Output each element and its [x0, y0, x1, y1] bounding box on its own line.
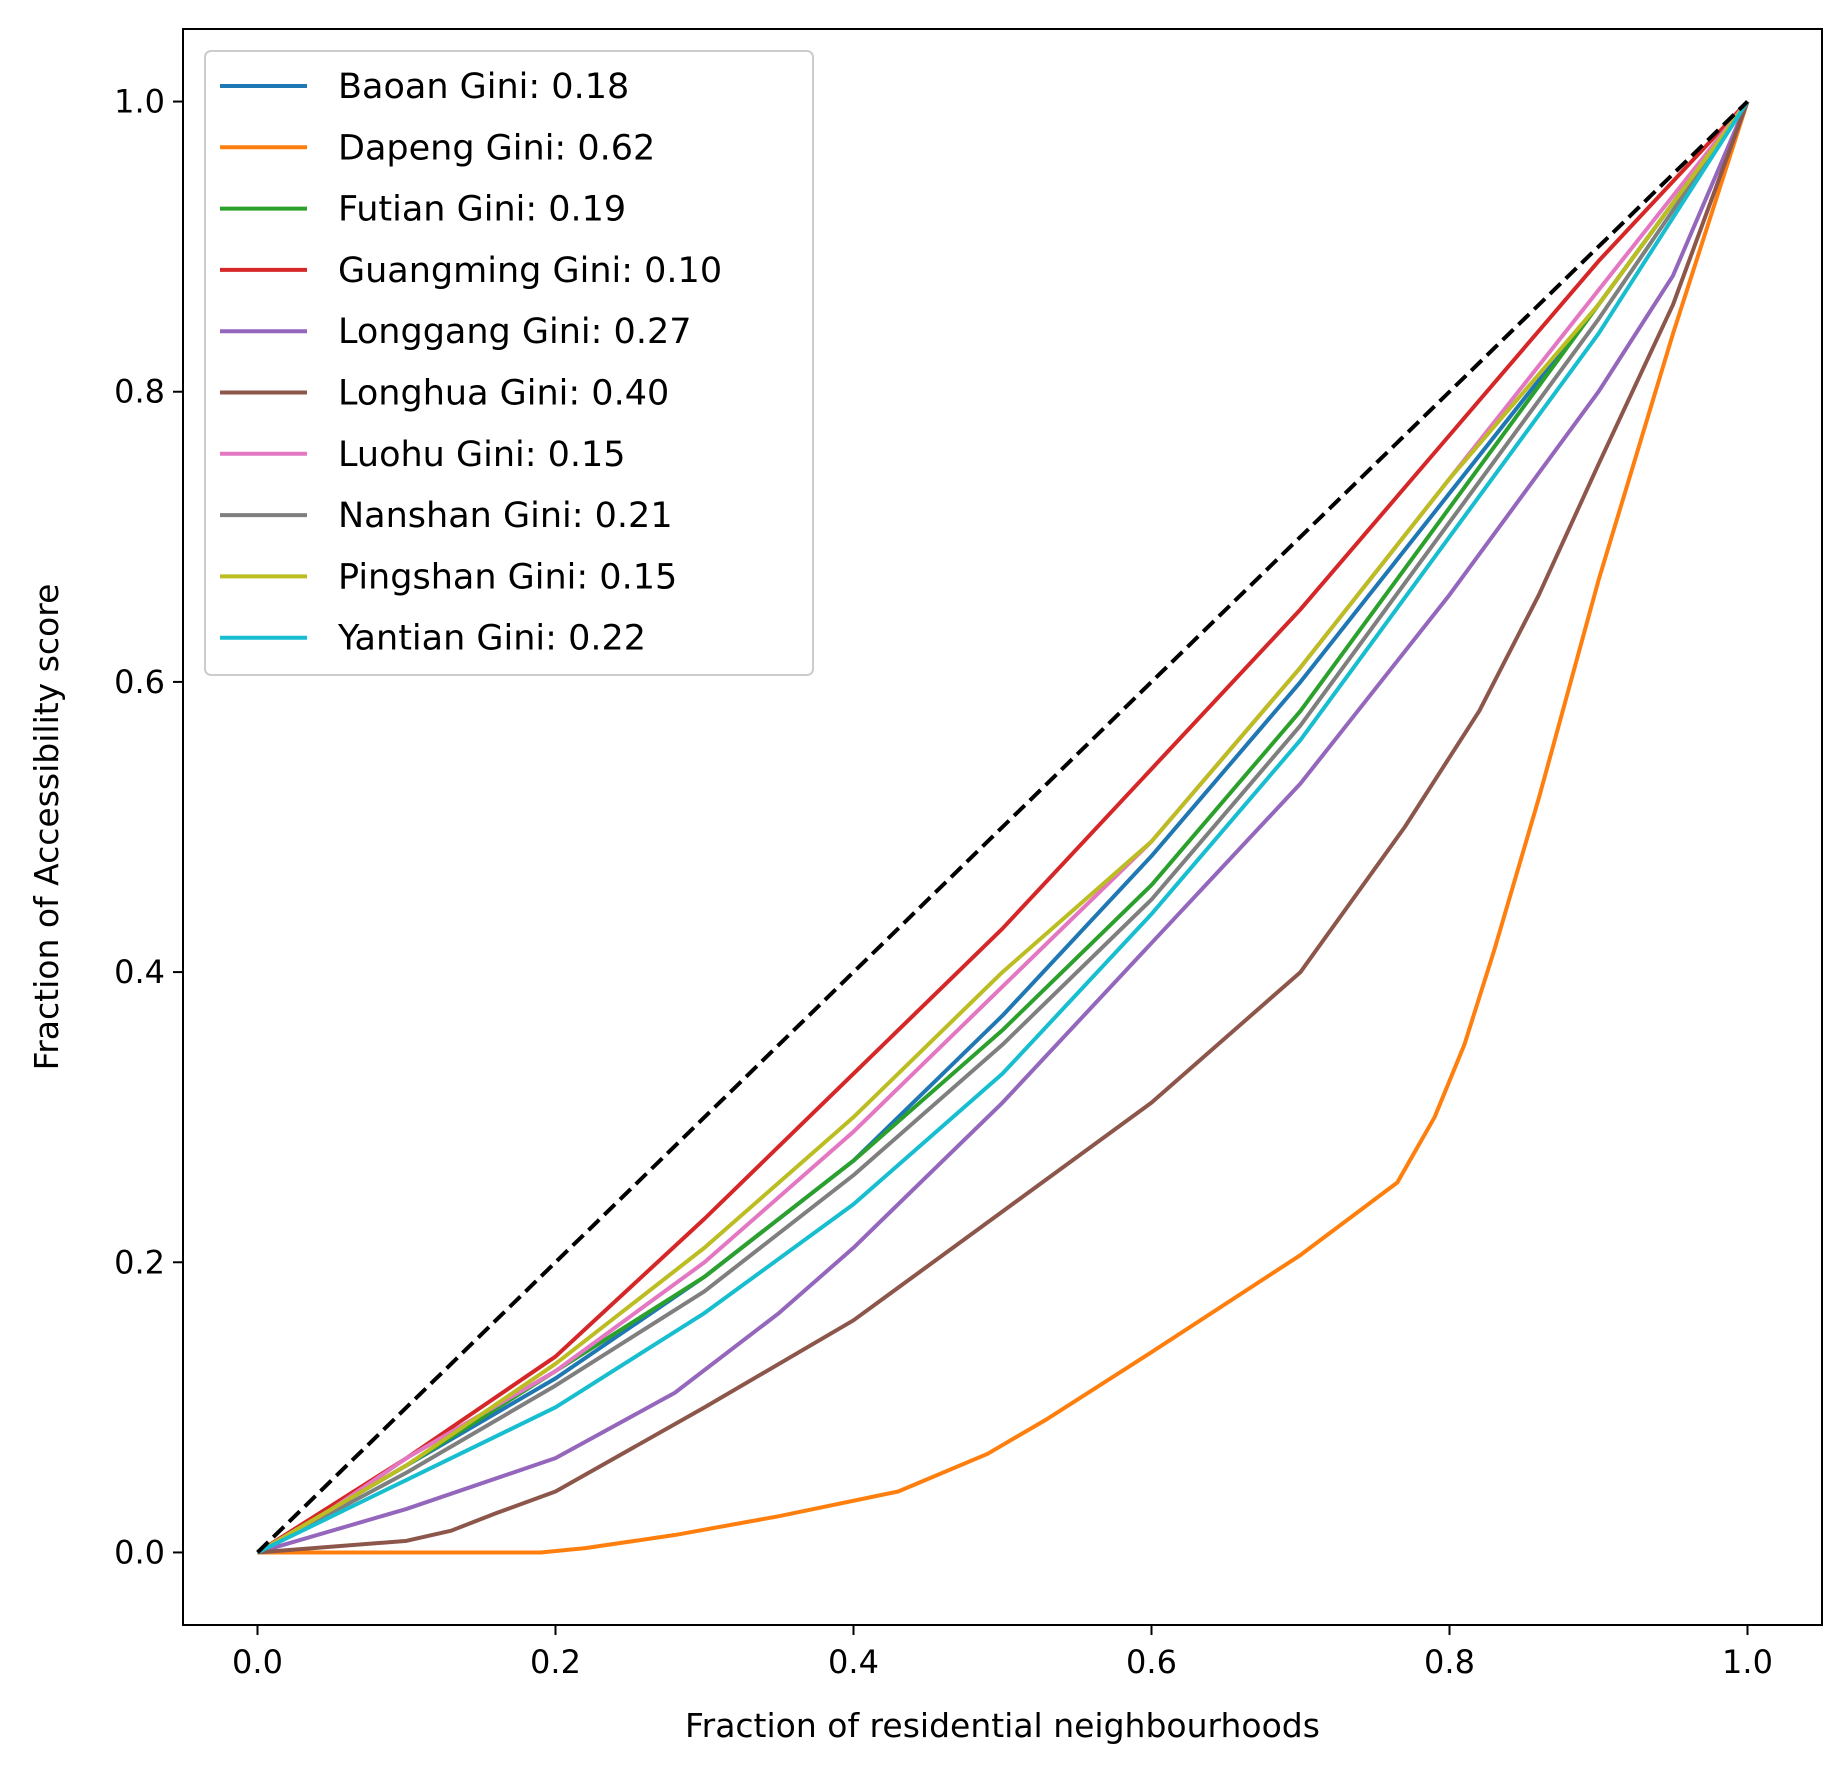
legend-entry-label: Pingshan Gini: 0.15: [338, 557, 677, 597]
axes-frame: [182, 28, 1823, 1626]
legend-box: [204, 50, 814, 676]
y-tick-label: 0.6: [114, 663, 165, 701]
y-tick-label: 0.8: [114, 373, 165, 411]
equality-line: [256, 100, 1749, 1554]
legend-entry-label: Longhua Gini: 0.40: [338, 374, 669, 414]
legend-entry-label: Longgang Gini: 0.27: [338, 312, 692, 352]
legend-entry-label: Luohu Gini: 0.15: [338, 435, 626, 475]
series-line-pingshan: [256, 100, 1750, 1555]
y-tick-label: 0.4: [114, 953, 165, 991]
x-tick-label: 0.6: [1126, 1643, 1177, 1681]
series-line-longgang: [256, 100, 1750, 1555]
axis-ticks: 0.0 0.2 0.4 0.6 0.8 1.0 0.0 0.2 0.4 0.6 0.8 1.0: [114, 83, 1773, 1681]
series-line-guangming: [256, 100, 1749, 1555]
legend-entry-label: Guangming Gini: 0.10: [338, 251, 722, 291]
x-axis-label: Fraction of residential neighbourhoods: [685, 1706, 1320, 1745]
series-line-futian: [256, 100, 1750, 1555]
x-tick-label: 0.8: [1424, 1643, 1475, 1681]
x-tick-label: 0.2: [530, 1643, 581, 1681]
y-axis-label: Fraction of Accessibility score: [27, 584, 66, 1071]
x-tick-label: 1.0: [1722, 1643, 1773, 1681]
x-tick-label: 0.0: [232, 1643, 283, 1681]
series-line-nanshan: [256, 100, 1750, 1555]
legend-entry-label: Yantian Gini: 0.22: [337, 619, 646, 659]
legend-entry-label: Dapeng Gini: 0.62: [338, 128, 655, 168]
series-line-baoan: [256, 100, 1750, 1555]
x-tick-label: 0.4: [828, 1643, 879, 1681]
y-tick-label: 0.0: [114, 1533, 165, 1571]
legend-entry-label: Nanshan Gini: 0.21: [338, 496, 673, 536]
legend-entry-label: Futian Gini: 0.19: [338, 190, 626, 230]
series-line-longhua: [257, 100, 1750, 1555]
legend-entry-label: Baoan Gini: 0.18: [338, 67, 629, 107]
series-line-yantian: [256, 100, 1750, 1555]
legend: Baoan Gini: 0.18 Dapeng Gini: 0.62 Futian …: [204, 50, 814, 676]
y-tick-label: 1.0: [114, 83, 165, 121]
y-tick-label: 0.2: [114, 1243, 165, 1281]
series-line-dapeng: [257, 100, 1750, 1555]
plot-area: [256, 100, 1750, 1555]
